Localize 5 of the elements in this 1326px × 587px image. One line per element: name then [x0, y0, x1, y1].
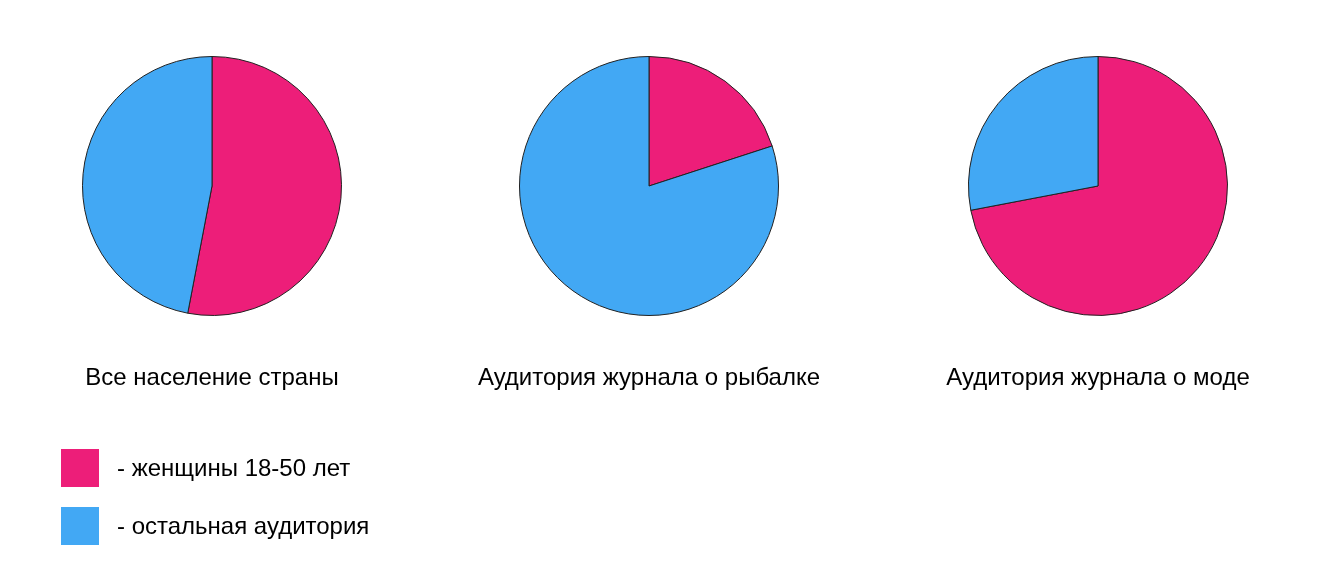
- text: Все население страны: [84, 363, 340, 391]
- text: Аудитория журнала о рыбалке: [476, 363, 822, 391]
- legend-label: - остальная аудитория: [117, 512, 370, 540]
- legend-label: - женщины 18-50 лет: [117, 454, 351, 482]
- text: Аудитория журнала о моде: [945, 363, 1251, 391]
